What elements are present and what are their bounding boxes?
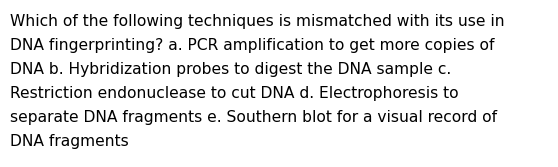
Text: separate DNA fragments e. Southern blot for a visual record of: separate DNA fragments e. Southern blot …	[10, 110, 497, 125]
Text: DNA b. Hybridization probes to digest the DNA sample c.: DNA b. Hybridization probes to digest th…	[10, 62, 451, 77]
Text: DNA fragments: DNA fragments	[10, 134, 129, 149]
Text: DNA fingerprinting? a. PCR amplification to get more copies of: DNA fingerprinting? a. PCR amplification…	[10, 38, 494, 53]
Text: Restriction endonuclease to cut DNA d. Electrophoresis to: Restriction endonuclease to cut DNA d. E…	[10, 86, 459, 101]
Text: Which of the following techniques is mismatched with its use in: Which of the following techniques is mis…	[10, 14, 504, 29]
